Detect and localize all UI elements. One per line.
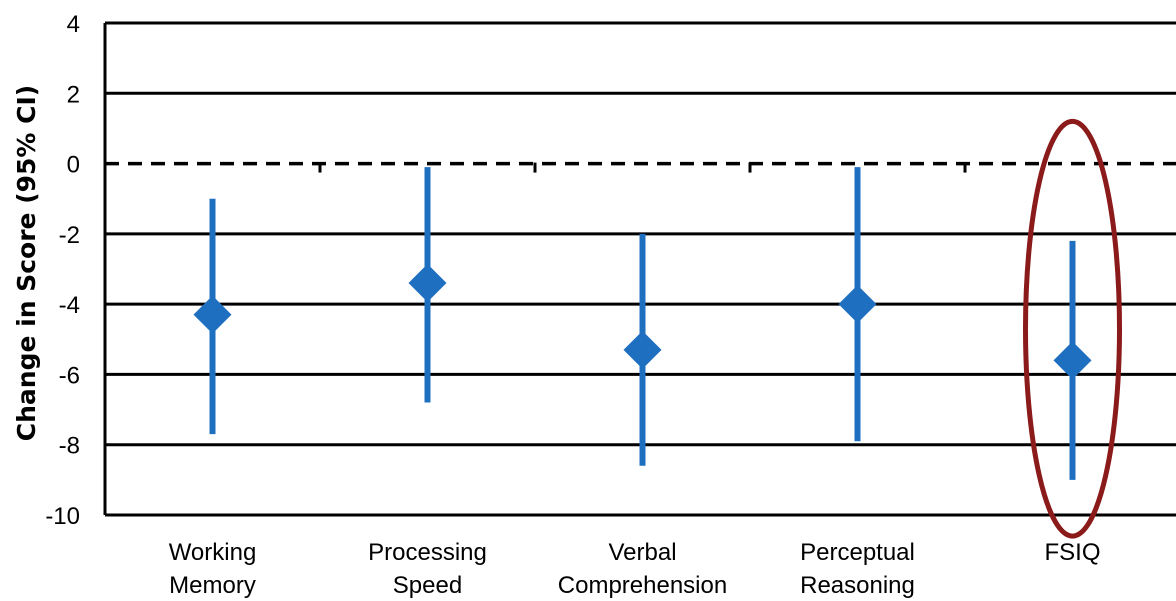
y-tick-label: 0: [67, 152, 80, 179]
y-tick-label: -2: [59, 222, 80, 249]
category-label: Processing Speed: [368, 539, 487, 599]
y-tick-labels: 4 2 0 -2 -4 -6 -8 -10: [45, 11, 80, 530]
point-estimate-marker: [1053, 341, 1092, 380]
category-label: Perceptual Reasoning: [800, 539, 915, 599]
category-labels: Working Memory Processing Speed Verbal Compre…: [169, 539, 1101, 599]
category-label: FSIQ: [1044, 539, 1100, 566]
y-axis: [103, 23, 967, 515]
data-series: [193, 167, 1092, 480]
y-axis-title: Change in Score (95% CI): [12, 85, 41, 441]
y-tick-label: 2: [67, 81, 80, 108]
point-estimate-marker: [838, 285, 877, 324]
y-tick-label: -6: [59, 362, 80, 389]
y-tick-label: 4: [67, 11, 80, 38]
y-tick-label: -8: [59, 433, 80, 460]
point-estimate-marker: [193, 295, 232, 334]
y-tick-label: -10: [45, 503, 80, 530]
highlight-ellipse: [1023, 118, 1122, 539]
point-estimate-marker: [408, 264, 447, 303]
category-label: Verbal Comprehension: [558, 539, 727, 599]
y-tick-label: -4: [59, 292, 80, 319]
highlight-layer: [1023, 118, 1122, 539]
category-label: Working Memory: [169, 539, 257, 599]
point-estimate-marker: [623, 330, 662, 369]
gridlines: [105, 21, 1176, 517]
